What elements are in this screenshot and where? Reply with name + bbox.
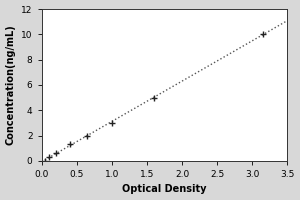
Y-axis label: Concentration(ng/mL): Concentration(ng/mL) xyxy=(6,25,16,145)
X-axis label: Optical Density: Optical Density xyxy=(122,184,207,194)
